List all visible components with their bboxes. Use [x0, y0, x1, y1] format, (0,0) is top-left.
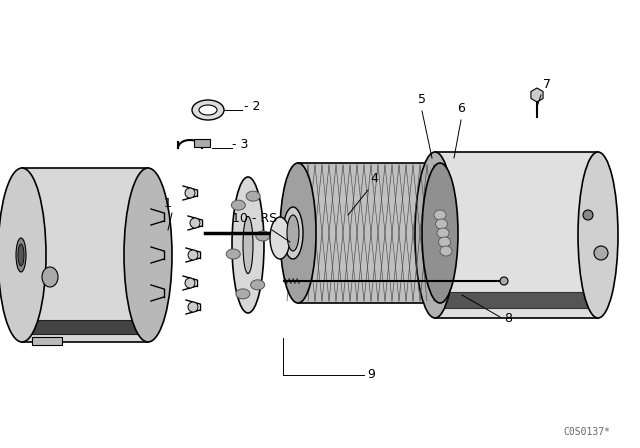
Ellipse shape	[270, 217, 290, 259]
Ellipse shape	[256, 231, 270, 241]
Ellipse shape	[231, 200, 245, 210]
Ellipse shape	[190, 218, 200, 228]
Ellipse shape	[185, 188, 195, 198]
Text: - 2: - 2	[244, 100, 260, 113]
Bar	[32, 337, 62, 345]
Ellipse shape	[583, 210, 593, 220]
Ellipse shape	[283, 207, 303, 259]
Text: - 3: - 3	[232, 138, 248, 151]
Ellipse shape	[437, 228, 449, 238]
Bar	[435, 292, 598, 308]
Ellipse shape	[232, 177, 264, 313]
Ellipse shape	[16, 238, 26, 272]
Bar	[435, 152, 598, 318]
Ellipse shape	[124, 168, 172, 342]
Ellipse shape	[42, 267, 58, 287]
Ellipse shape	[578, 152, 618, 318]
Text: 10 - RS: 10 - RS	[232, 212, 277, 225]
Text: 9: 9	[367, 368, 375, 381]
Ellipse shape	[243, 216, 253, 274]
Text: 7: 7	[543, 78, 551, 91]
Ellipse shape	[188, 302, 198, 312]
Ellipse shape	[594, 246, 608, 260]
Text: 1: 1	[164, 197, 172, 210]
Ellipse shape	[435, 219, 447, 229]
Ellipse shape	[280, 163, 316, 303]
Ellipse shape	[188, 250, 198, 260]
Text: C0S0137*: C0S0137*	[563, 427, 610, 437]
Text: 5: 5	[418, 93, 426, 106]
Polygon shape	[531, 88, 543, 102]
Ellipse shape	[440, 246, 452, 256]
Ellipse shape	[500, 277, 508, 285]
Ellipse shape	[422, 163, 458, 303]
Ellipse shape	[246, 191, 260, 201]
Text: 6: 6	[457, 102, 465, 115]
Bar	[22, 320, 148, 334]
Ellipse shape	[236, 289, 250, 299]
Ellipse shape	[185, 278, 195, 288]
Ellipse shape	[199, 105, 217, 115]
Ellipse shape	[415, 152, 455, 318]
Ellipse shape	[438, 237, 451, 247]
Ellipse shape	[18, 244, 24, 266]
Text: 4: 4	[370, 172, 378, 185]
Ellipse shape	[287, 215, 299, 251]
Ellipse shape	[251, 280, 265, 290]
Ellipse shape	[192, 100, 224, 120]
Bar	[194, 139, 210, 147]
Bar	[22, 168, 148, 342]
Ellipse shape	[434, 210, 446, 220]
Ellipse shape	[0, 168, 46, 342]
Ellipse shape	[226, 249, 240, 259]
Bar	[298, 163, 440, 303]
Text: 8: 8	[504, 312, 512, 325]
